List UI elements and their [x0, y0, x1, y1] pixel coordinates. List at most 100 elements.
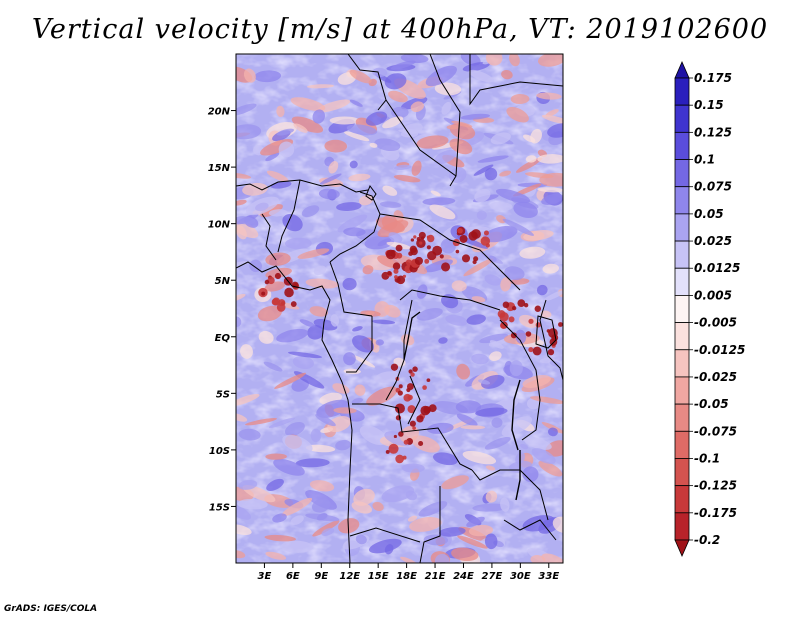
border-angola-south — [419, 486, 441, 563]
field-cell-negative — [500, 497, 510, 512]
field-cell-positive — [515, 157, 543, 173]
field-cell-positive — [499, 170, 512, 177]
field-cell-negative — [434, 149, 457, 165]
field-cell-negative — [515, 329, 527, 344]
colorbar-label: 0.175 — [694, 71, 732, 85]
field-cell-positive — [489, 351, 502, 362]
y-tick-label: 5S — [216, 389, 230, 400]
field-cell-negative — [513, 201, 538, 218]
field-cell-negative — [315, 413, 336, 427]
lake-malawi — [515, 450, 521, 501]
field-cell-positive — [362, 265, 374, 275]
field-core-ascent — [394, 403, 405, 414]
field-cell-positive — [388, 90, 408, 103]
field-cell-negative — [310, 428, 322, 443]
field-cell-positive — [344, 131, 370, 142]
field-cell-negative — [400, 54, 429, 64]
field-cell-negative — [336, 202, 362, 212]
field-cell-negative — [390, 60, 416, 70]
field-cell-negative — [456, 413, 478, 427]
field-cell-positive — [411, 435, 440, 453]
field-cell-negative — [299, 319, 316, 328]
colorbar-swatch — [674, 295, 690, 323]
colorbar-swatch — [674, 349, 690, 378]
field-cell-positive — [530, 128, 542, 144]
x-tick-label: 15E — [368, 571, 389, 582]
field-cell-negative — [272, 513, 287, 523]
field-core-ascent — [472, 259, 477, 265]
field-core-ascent — [511, 305, 517, 311]
field-cell-negative — [422, 197, 456, 206]
colorbar-label: -0.175 — [694, 506, 737, 520]
y-axis: 20N 15N 10N 5N EQ 5S 10S 15S — [208, 107, 236, 513]
field-core-ascent — [272, 297, 281, 306]
field-cell-positive — [240, 344, 253, 359]
colorbar-swatch — [674, 485, 690, 514]
field-cell-negative — [425, 65, 457, 87]
border-zim — [503, 519, 557, 541]
field-cell-negative — [365, 111, 388, 126]
field-cell-negative — [416, 284, 428, 299]
field-cell-negative — [236, 260, 250, 267]
colorbar-swatch — [674, 240, 690, 269]
field-core-ascent — [408, 369, 413, 374]
field-core-ascent — [403, 439, 409, 445]
field-cell-negative — [423, 534, 449, 546]
colorbar-label: -0.025 — [694, 370, 737, 384]
field-core-ascent — [432, 245, 443, 256]
field-cell-positive — [446, 124, 460, 130]
field-core-ascent — [508, 316, 515, 323]
field-cell-negative — [330, 314, 340, 327]
field-core-ascent — [497, 310, 506, 318]
colorbar-label: 0.0125 — [694, 261, 740, 275]
field-cell-negative — [473, 164, 494, 176]
field-cell-positive — [545, 440, 563, 457]
field-cell-positive — [327, 416, 351, 433]
field-cell-negative — [263, 361, 283, 372]
colorbar-label: -0.125 — [694, 479, 737, 493]
field-cell-negative — [254, 70, 282, 83]
field-cell-positive — [536, 92, 562, 100]
field-core-ascent — [528, 318, 534, 324]
field-core-ascent — [264, 279, 270, 285]
field-cell-positive — [530, 396, 563, 404]
river-congo — [403, 311, 421, 361]
field-core-ascent — [398, 431, 404, 437]
field-cell-positive — [463, 258, 494, 277]
field-cell-positive — [305, 444, 336, 453]
field-core-ascent — [402, 455, 407, 460]
field-cell-positive — [449, 138, 473, 155]
field-cell-positive — [409, 516, 442, 532]
field-cell-negative — [416, 307, 443, 321]
field-cell-positive — [430, 190, 441, 197]
lake-tanganyika — [511, 379, 521, 451]
field-cell-negative — [491, 417, 503, 428]
colorbar-swatch — [674, 458, 690, 487]
colorbar-label: -0.075 — [694, 424, 737, 438]
field-core-ascent — [420, 405, 431, 416]
field-cell-positive — [501, 69, 513, 80]
field-cell-negative — [509, 360, 523, 377]
field-cell-negative — [478, 379, 491, 385]
field-cell-positive — [306, 84, 335, 89]
y-tick-label: 10N — [208, 220, 231, 231]
colorbar-label: 0.075 — [694, 180, 732, 194]
field-cell-negative — [236, 502, 252, 520]
field-cell-positive — [510, 93, 530, 104]
field-cell-negative — [276, 328, 309, 343]
field-core-ascent — [414, 256, 423, 265]
field-cell-positive — [530, 555, 546, 563]
field-cell-positive — [522, 375, 551, 388]
field-cell-negative — [319, 173, 342, 185]
field-cell-negative — [474, 188, 491, 203]
field-cell-negative — [405, 490, 418, 501]
field-cell-negative — [249, 259, 263, 273]
field-core-ascent — [502, 301, 510, 309]
field-core-ascent — [410, 247, 418, 256]
colorbar-swatch — [674, 104, 690, 133]
field-cell-negative — [276, 128, 294, 136]
field-cell-negative — [335, 439, 351, 451]
field-cell-negative — [536, 284, 548, 296]
field-cell-positive — [509, 54, 520, 67]
